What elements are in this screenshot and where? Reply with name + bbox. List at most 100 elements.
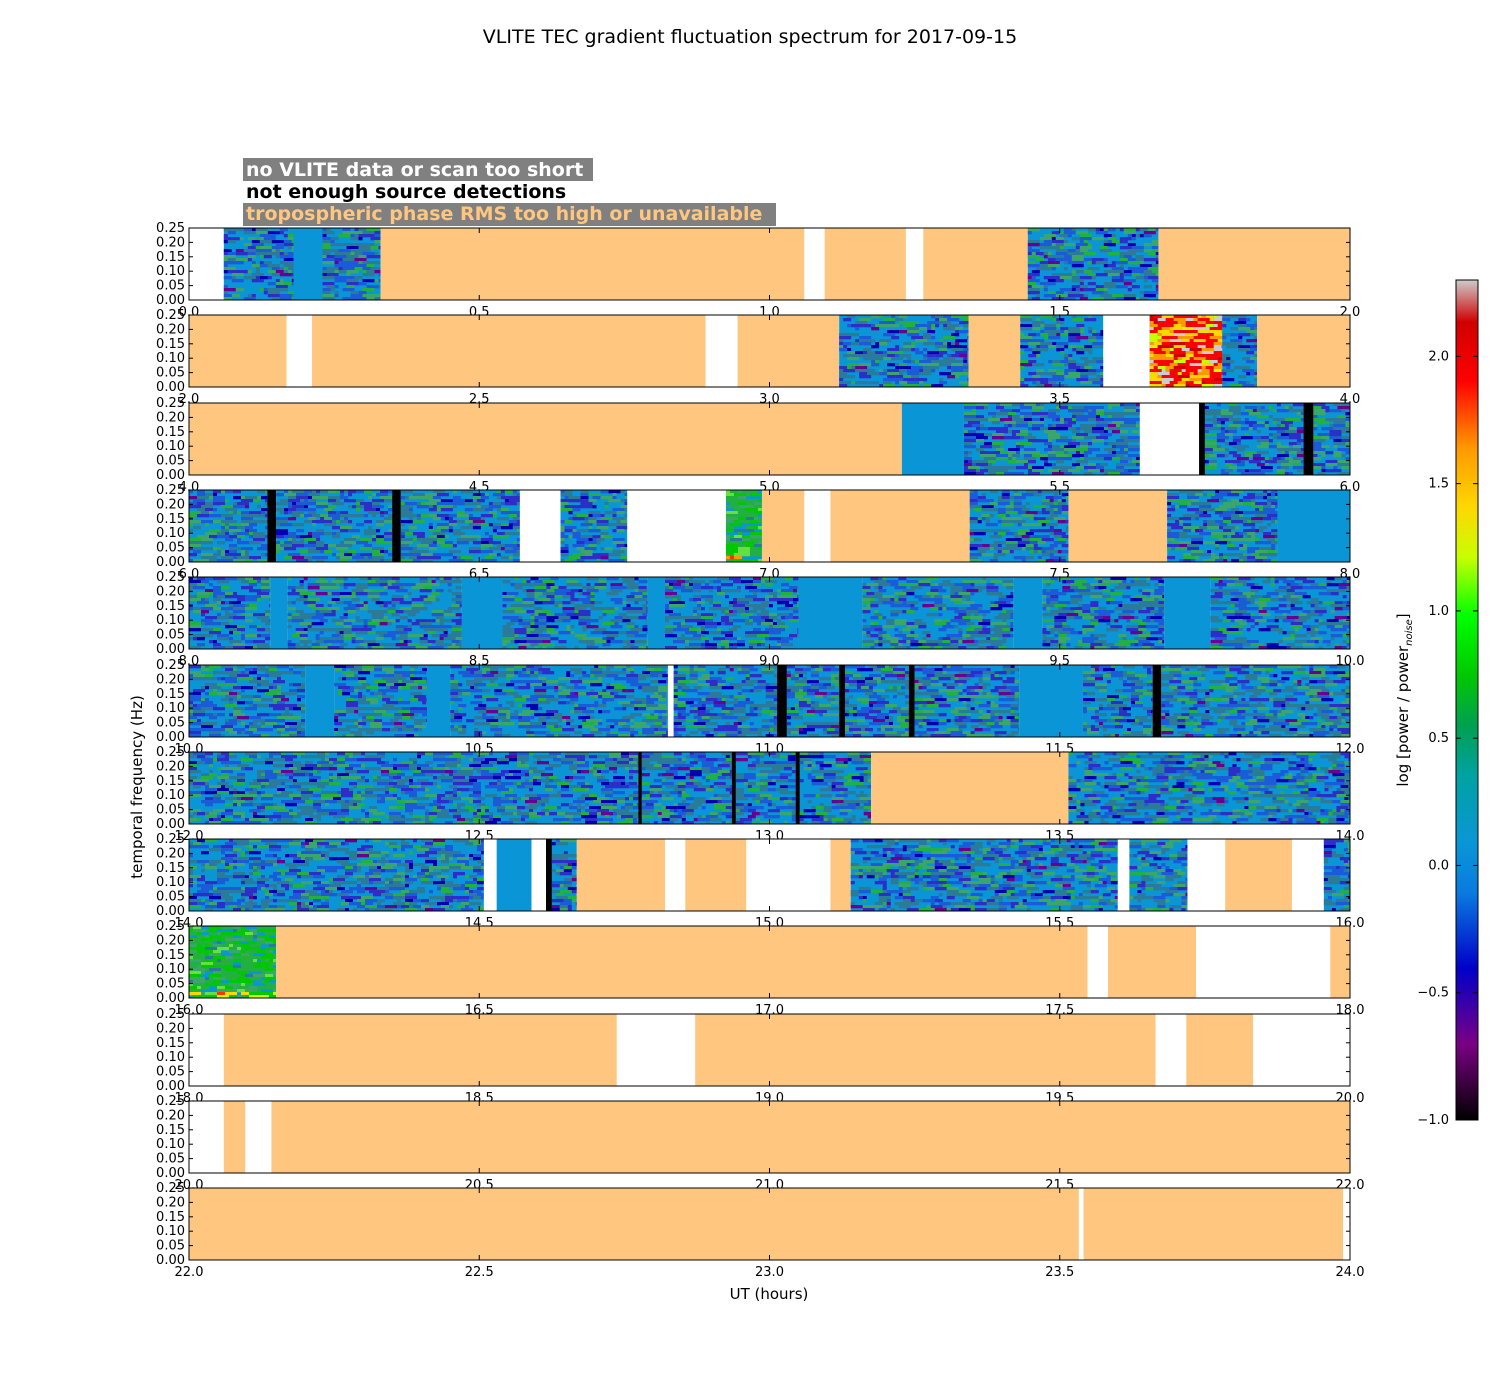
segment (271, 1101, 1350, 1173)
y-tick-label: 0.20 (156, 1108, 185, 1123)
colorbar-tick-label: 0.5 (1428, 731, 1449, 746)
legend-box (243, 203, 776, 226)
segment (1149, 315, 1223, 387)
y-tick-label: 0.05 (156, 1239, 185, 1254)
segment (305, 665, 335, 737)
segment (673, 665, 778, 737)
segment (400, 490, 520, 562)
segment (1291, 839, 1324, 911)
y-tick-label: 0.05 (156, 890, 185, 905)
segment (576, 839, 666, 911)
segment (804, 490, 831, 562)
chart-title: VLITE TEC gradient fluctuation spectrum … (483, 26, 1017, 48)
y-tick-label: 0.25 (156, 396, 185, 411)
segment (667, 665, 674, 737)
segment (1152, 665, 1162, 737)
x-tick-label: 22.5 (465, 1265, 494, 1280)
y-tick-label: 0.10 (156, 264, 185, 279)
segment (1343, 1188, 1350, 1260)
y-tick-label: 0.00 (156, 1079, 185, 1094)
x-tick-label: 22.0 (175, 1265, 204, 1280)
y-tick-label: 0.10 (156, 526, 185, 541)
segment (725, 490, 762, 562)
segment (1027, 228, 1159, 300)
segment (905, 228, 924, 300)
y-tick-label: 0.15 (156, 425, 185, 440)
y-tick-label: 0.15 (156, 599, 185, 614)
segment (1313, 403, 1350, 475)
segment (1087, 926, 1108, 998)
segment (1303, 403, 1314, 475)
segment (850, 839, 1118, 911)
segment (616, 1014, 696, 1086)
legend-label-troposphere: tropospheric phase RMS too high or unava… (246, 203, 762, 225)
y-tick-label: 0.05 (156, 628, 185, 643)
segment (223, 1101, 246, 1173)
segment (1186, 1014, 1254, 1086)
y-tick-label: 0.00 (156, 1166, 185, 1181)
segment (969, 490, 1069, 562)
segment (731, 752, 738, 824)
segment (267, 490, 277, 562)
y-tick-label: 0.10 (156, 701, 185, 716)
y-tick-label: 0.00 (156, 817, 185, 832)
segment (223, 228, 294, 300)
segment (531, 839, 547, 911)
y-tick-label: 0.00 (156, 1253, 185, 1268)
segment (1158, 228, 1350, 300)
panels: 0.000.050.100.150.200.250.0 0.5 1.0 1.5 2.00… (156, 221, 1364, 1280)
segment (1068, 752, 1350, 824)
segment (901, 403, 964, 475)
legend-label-no-data: no VLITE data or scan too short (246, 159, 583, 181)
y-tick-label: 0.10 (156, 351, 185, 366)
segment (189, 1101, 224, 1173)
segment (1161, 665, 1350, 737)
segment (245, 1101, 272, 1173)
y-tick-label: 0.25 (156, 658, 185, 673)
y-tick-label: 0.15 (156, 861, 185, 876)
y-tick-label: 0.05 (156, 977, 185, 992)
colorbar: −1.0 −0.5 0.0 0.5 1.0 1.5 2.0 log [power / pow… (1394, 279, 1479, 1128)
segment (450, 665, 668, 737)
segment (1277, 490, 1350, 562)
colorbar-tick-label: 1.5 (1428, 477, 1449, 492)
segment (276, 490, 393, 562)
legend-label-no-detections: not enough source detections (246, 181, 566, 203)
legend: no VLITE data or scan too short not enou… (243, 158, 776, 226)
segment (795, 752, 802, 824)
y-tick-label: 0.15 (156, 687, 185, 702)
segment (1155, 1014, 1187, 1086)
segment (786, 665, 840, 737)
y-tick-label: 0.15 (156, 774, 185, 789)
segment (270, 577, 288, 649)
y-tick-label: 0.20 (156, 497, 185, 512)
segment (287, 577, 462, 649)
segment (496, 839, 532, 911)
segment (1167, 490, 1278, 562)
x-tick-label: 23.0 (755, 1265, 784, 1280)
segment (746, 839, 831, 911)
colorbar-tick-label: 1.0 (1428, 604, 1449, 619)
segment (798, 577, 863, 649)
segment (560, 490, 628, 562)
panel-4: 0.000.050.100.150.200.256.0 6.5 7.0 7.5 8.0 (156, 483, 1360, 582)
panel-1: 0.000.050.100.150.200.250.0 0.5 1.0 1.5 2.0 (156, 221, 1360, 320)
y-tick-label: 0.25 (156, 570, 185, 585)
y-tick-label: 0.20 (156, 584, 185, 599)
segment (322, 228, 381, 300)
segment (1082, 665, 1153, 737)
segment (1042, 577, 1165, 649)
y-tick-label: 0.05 (156, 454, 185, 469)
colorbar-tick-label: −0.5 (1417, 986, 1449, 1001)
y-tick-label: 0.20 (156, 1021, 185, 1036)
y-tick-label: 0.15 (156, 948, 185, 963)
segment (1020, 315, 1104, 387)
segment (392, 490, 401, 562)
segment (1225, 839, 1292, 911)
segment (1117, 839, 1130, 911)
segment (334, 665, 428, 737)
y-tick-label: 0.25 (156, 1094, 185, 1109)
